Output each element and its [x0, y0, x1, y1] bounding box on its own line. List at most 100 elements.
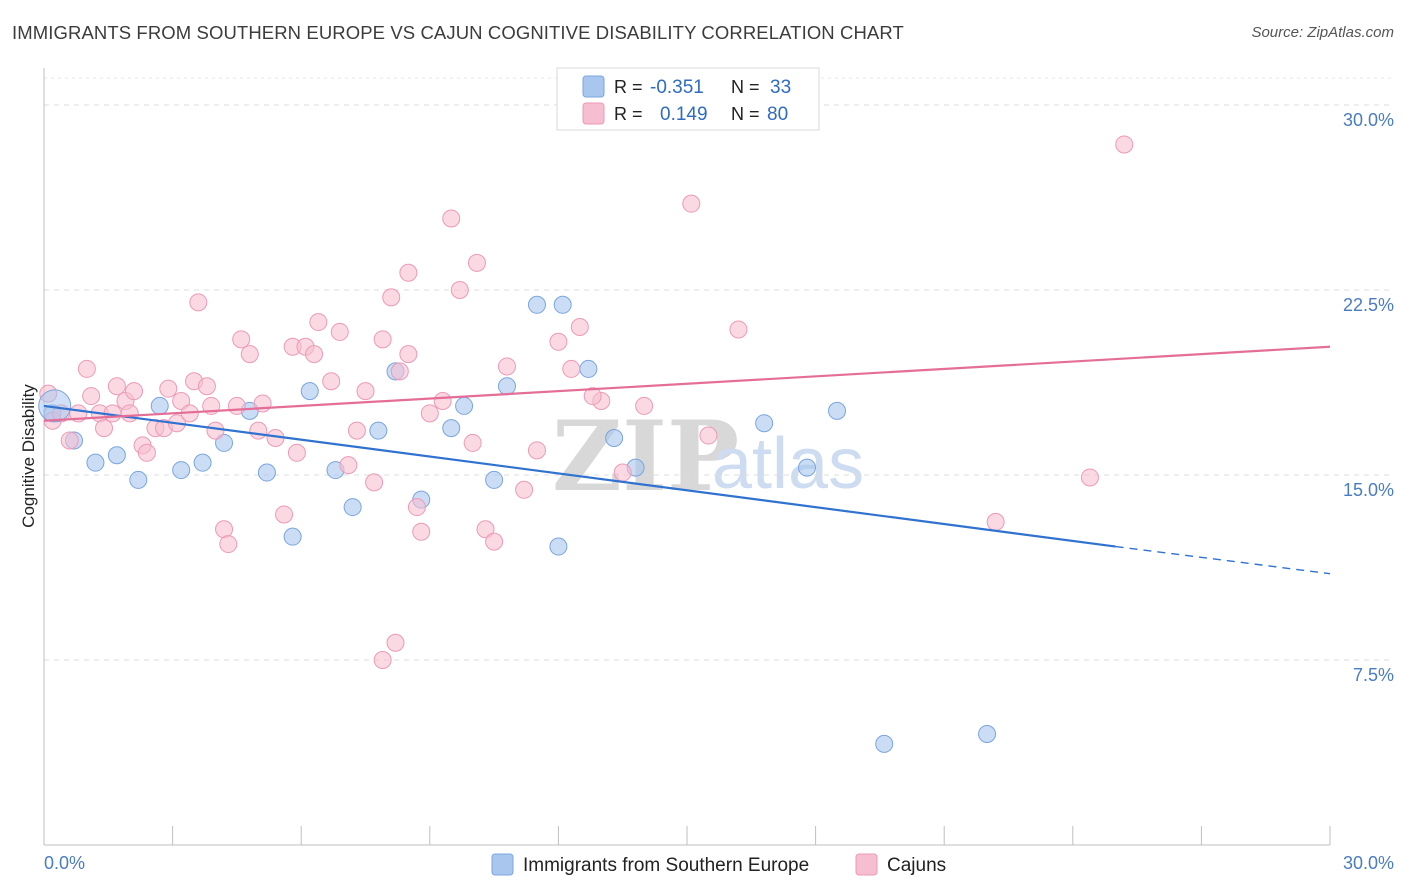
point-immigrants [485, 470, 504, 489]
chart-source: Source: ZipAtlas.com [1251, 24, 1394, 41]
x-tick-label-max: 30.0% [1343, 853, 1394, 873]
point-cajuns [467, 253, 486, 272]
point-cajuns [172, 392, 191, 410]
point-cajuns [249, 421, 268, 440]
point-cajuns [407, 498, 426, 517]
point-cajuns [613, 463, 632, 482]
point-cajuns [339, 456, 358, 475]
point-cajuns [137, 443, 156, 462]
point-cajuns [399, 263, 418, 282]
bottom-legend-swatch-cajuns [855, 853, 878, 876]
legend-n-value-1: 33 [770, 77, 791, 98]
bottom-legend-label-immigrants: Immigrants from Southern Europe [523, 855, 809, 876]
point-immigrants [150, 396, 169, 415]
point-immigrants [828, 401, 847, 420]
legend-r-value-2: 0.149 [660, 104, 708, 125]
point-immigrants [527, 295, 546, 314]
y-tick-label: 22.5% [1343, 295, 1394, 315]
point-immigrants [497, 377, 516, 396]
legend-n-value-2: 80 [767, 104, 788, 125]
point-cajuns [120, 404, 139, 423]
point-immigrants [215, 433, 234, 452]
point-immigrants [300, 382, 319, 401]
y-axis-title: Cognitive Disability [19, 384, 38, 528]
point-cajuns [450, 281, 469, 299]
watermark: ZIP atlas [552, 400, 864, 513]
point-cajuns [399, 345, 418, 364]
legend-r-value-1: -0.351 [650, 77, 704, 98]
trend-line-immigrants-extension [1115, 545, 1331, 575]
point-cajuns [682, 194, 701, 213]
point-immigrants [755, 414, 774, 433]
point-cajuns [189, 293, 208, 312]
point-cajuns [305, 345, 324, 364]
watermark-atlas: atlas [712, 424, 864, 504]
x-axis-ticks [43, 826, 1331, 845]
point-cajuns [240, 345, 259, 364]
point-cajuns [412, 522, 431, 541]
y-tick-labels: 7.5% 15.0% 22.5% 30.0% [1343, 110, 1394, 685]
legend-swatch-immigrants [582, 75, 605, 98]
point-immigrants [129, 470, 148, 489]
point-cajuns [159, 379, 178, 398]
legend-n-label-1: N = [731, 77, 760, 97]
legend-swatch-cajuns [582, 102, 605, 125]
point-immigrants-large [38, 389, 72, 423]
y-tick-label: 15.0% [1343, 480, 1394, 500]
x-tick-label-min: 0.0% [44, 853, 85, 873]
point-cajuns [275, 505, 294, 524]
point-immigrants [455, 396, 474, 415]
legend-r-label-1: R = [614, 77, 643, 97]
point-cajuns [287, 443, 306, 462]
point-cajuns [562, 359, 581, 378]
point-cajuns [515, 480, 534, 499]
point-cajuns [227, 396, 246, 415]
point-cajuns [309, 313, 328, 332]
point-immigrants [798, 458, 817, 477]
point-cajuns [1080, 468, 1099, 487]
point-cajuns [476, 520, 495, 539]
point-immigrants [549, 537, 568, 556]
point-cajuns [420, 404, 439, 423]
point-immigrants [107, 446, 126, 465]
trend-line-cajuns [43, 345, 1331, 422]
point-immigrants [86, 453, 105, 472]
point-immigrants [442, 419, 461, 438]
point-immigrants [579, 359, 598, 378]
point-cajuns [527, 441, 546, 460]
point-cajuns [322, 372, 341, 391]
point-cajuns [95, 419, 114, 438]
point-cajuns [699, 426, 718, 445]
y-tick-label: 7.5% [1353, 665, 1394, 685]
y-tick-label: 30.0% [1343, 110, 1394, 130]
watermark-zip: ZIP [552, 400, 739, 513]
correlation-legend: R = -0.351 N = 33 R = 0.149 N = 80 [556, 67, 820, 131]
point-cajuns [485, 532, 504, 551]
point-cajuns [382, 288, 401, 307]
point-cajuns [1115, 135, 1134, 154]
point-cajuns [206, 421, 225, 440]
point-immigrants [283, 527, 302, 546]
point-cajuns [373, 330, 392, 349]
point-cajuns [635, 396, 654, 415]
legend-n-label-2: N = [731, 104, 760, 124]
point-cajuns [433, 392, 452, 410]
point-cajuns [583, 387, 602, 406]
point-cajuns [60, 431, 79, 450]
point-cajuns [386, 633, 405, 652]
point-cajuns [549, 332, 568, 351]
point-cajuns [497, 357, 516, 376]
point-cajuns [77, 359, 96, 378]
point-cajuns [986, 512, 1005, 531]
point-cajuns [442, 209, 461, 228]
bottom-legend-label-cajuns: Cajuns [887, 855, 946, 876]
point-immigrants [193, 453, 212, 472]
point-cajuns [463, 433, 482, 452]
point-cajuns [330, 322, 349, 341]
point-immigrants [172, 461, 191, 480]
series-legend: Immigrants from Southern Europe Cajuns [491, 853, 946, 876]
point-cajuns [365, 473, 384, 492]
point-immigrants [343, 498, 362, 517]
point-immigrants [605, 429, 624, 447]
grid-lines [44, 77, 1394, 661]
